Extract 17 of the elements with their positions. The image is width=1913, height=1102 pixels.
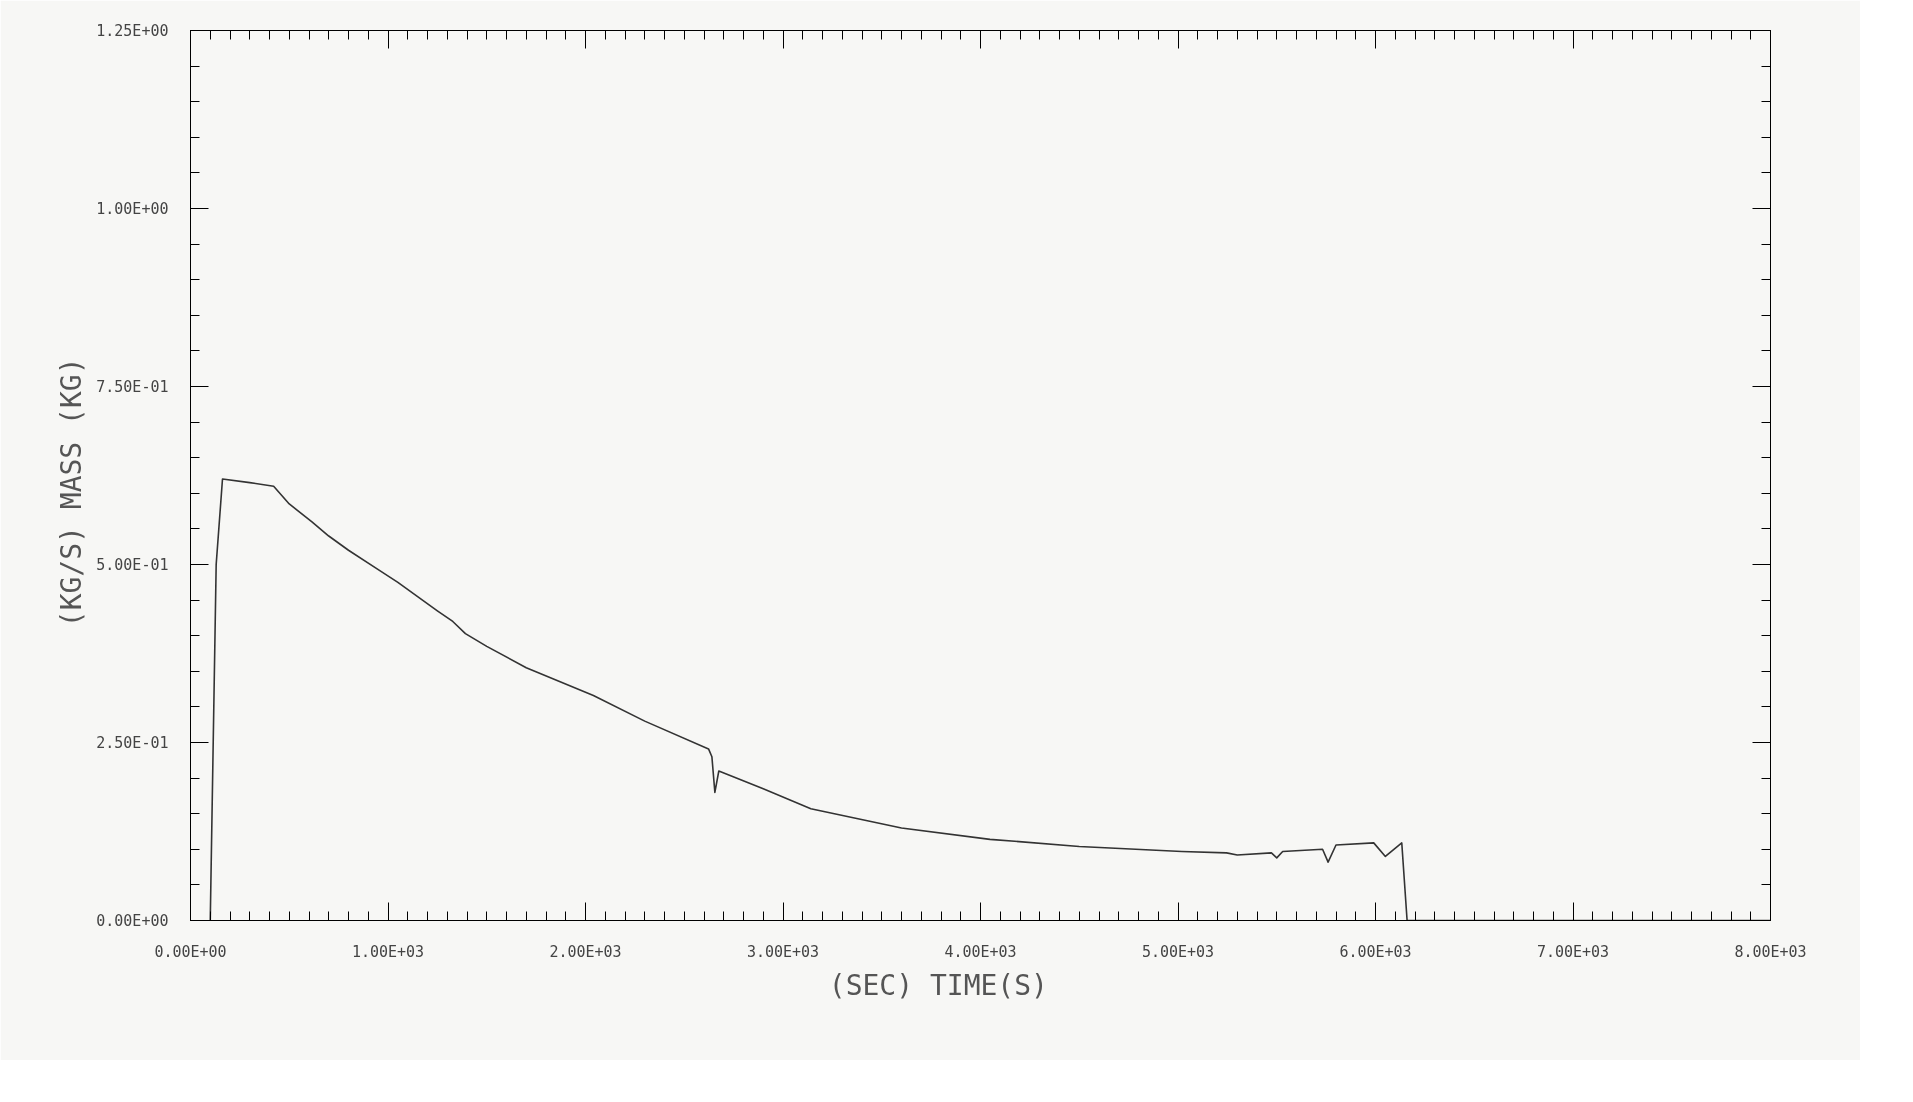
- x-tick-label: 8.00E+03: [1734, 942, 1807, 961]
- x-tick-label: 7.00E+03: [1536, 942, 1610, 961]
- y-tick-label: 5.00E-01: [96, 555, 169, 574]
- y-tick-label: 1.00E+00: [96, 199, 169, 218]
- x-tick-label: 4.00E+03: [944, 942, 1017, 961]
- x-tick-label: 3.00E+03: [746, 942, 820, 961]
- y-tick-label: 7.50E-01: [96, 377, 169, 396]
- x-tick-label: 0.00E+00: [154, 942, 227, 961]
- y-tick-label: 2.50E-01: [96, 733, 169, 752]
- x-tick-label: 1.00E+03: [351, 942, 425, 961]
- y-tick-label: 1.25E+00: [96, 21, 169, 40]
- x-tick-label: 6.00E+03: [1339, 942, 1412, 961]
- x-tick-label: 2.00E+03: [549, 942, 622, 961]
- x-tick-label: 5.00E+03: [1141, 942, 1215, 961]
- y-tick-label: 0.00E+00: [96, 911, 169, 930]
- y-axis-title: (KG/S) MASS (KG): [55, 357, 89, 628]
- x-axis-title: (SEC) TIME(S): [828, 968, 1048, 1002]
